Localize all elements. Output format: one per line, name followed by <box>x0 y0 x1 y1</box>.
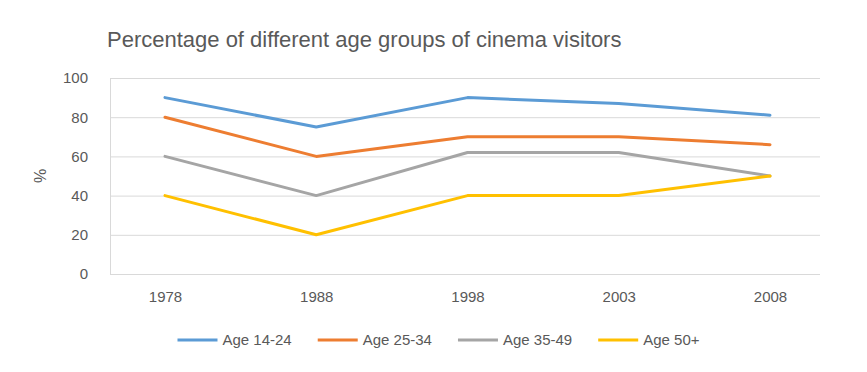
legend-label: Age 35-49 <box>503 331 572 348</box>
x-tick: 2003 <box>603 274 636 305</box>
grid-line <box>110 156 820 157</box>
x-tick-label: 1988 <box>300 288 333 305</box>
legend: Age 14-24 Age 25-34 Age 35-49 Age 50+ <box>177 331 699 348</box>
y-tick: 100 <box>63 69 820 86</box>
legend-swatch <box>598 339 638 342</box>
y-axis: 0 20 40 60 80 100 <box>63 69 820 282</box>
legend-swatch <box>177 339 217 342</box>
legend-swatch <box>318 339 358 342</box>
y-tick-label: 20 <box>71 226 88 243</box>
legend-label: Age 14-24 <box>222 331 291 348</box>
plot-area <box>165 98 770 235</box>
y-tick-label: 40 <box>71 187 88 204</box>
x-tick: 2008 <box>754 274 787 305</box>
grid-line <box>110 78 820 79</box>
legend-item: Age 50+ <box>598 331 700 348</box>
legend-swatch <box>458 339 498 342</box>
y-tick-label: 100 <box>63 69 88 86</box>
x-tick-label: 1978 <box>149 288 182 305</box>
y-tick-label: 0 <box>80 265 88 282</box>
x-tick-label: 2008 <box>754 288 787 305</box>
x-tick: 1978 <box>149 274 182 305</box>
grid-line <box>110 117 820 118</box>
legend-label: Age 25-34 <box>363 331 432 348</box>
x-tick: 1998 <box>451 274 484 305</box>
y-tick: 20 <box>71 226 820 243</box>
grid-line <box>110 235 820 236</box>
legend-item: Age 14-24 <box>177 331 291 348</box>
x-tick: 1988 <box>300 274 333 305</box>
series-line <box>165 176 770 235</box>
y-tick-label: 60 <box>71 148 88 165</box>
legend-item: Age 35-49 <box>458 331 572 348</box>
legend-item: Age 25-34 <box>318 331 432 348</box>
y-axis-line <box>111 79 821 275</box>
x-tick-label: 2003 <box>603 288 636 305</box>
y-tick-label: 80 <box>71 109 88 126</box>
grid-line <box>110 274 820 275</box>
y-axis-title: % <box>32 169 49 183</box>
series-line <box>165 98 770 127</box>
x-axis: 1978 1988 1998 2003 2008 <box>149 274 787 305</box>
chart: Percentage of different age groups of ci… <box>0 0 867 372</box>
title: Percentage of different age groups of ci… <box>107 27 621 52</box>
y-tick: 0 <box>80 265 820 282</box>
x-tick-label: 1998 <box>451 288 484 305</box>
legend-label: Age 50+ <box>643 331 700 348</box>
x-axis-line <box>166 274 771 275</box>
series-line <box>165 117 770 156</box>
